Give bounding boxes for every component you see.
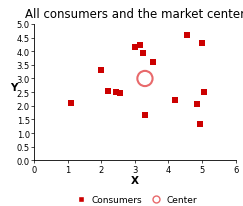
- Point: [199, 122, 202, 126]
- Point: [202, 91, 206, 94]
- Point: [106, 90, 110, 93]
- Point: [185, 34, 189, 37]
- Point: [173, 99, 177, 103]
- Legend: Consumers, Center: Consumers, Center: [69, 192, 201, 206]
- Y-axis label: Y: Y: [10, 83, 17, 93]
- Point: [143, 77, 147, 81]
- Point: [99, 69, 103, 73]
- Point: [143, 114, 147, 117]
- Point: [141, 52, 145, 55]
- Point: [195, 103, 199, 107]
- Point: [69, 102, 73, 105]
- X-axis label: X: X: [131, 175, 139, 185]
- Point: [114, 91, 118, 94]
- Point: [118, 92, 122, 95]
- Point: [151, 61, 155, 64]
- Point: [133, 46, 137, 49]
- Point: [200, 42, 204, 45]
- Point: [138, 44, 142, 48]
- Title: All consumers and the market center: All consumers and the market center: [25, 8, 243, 21]
